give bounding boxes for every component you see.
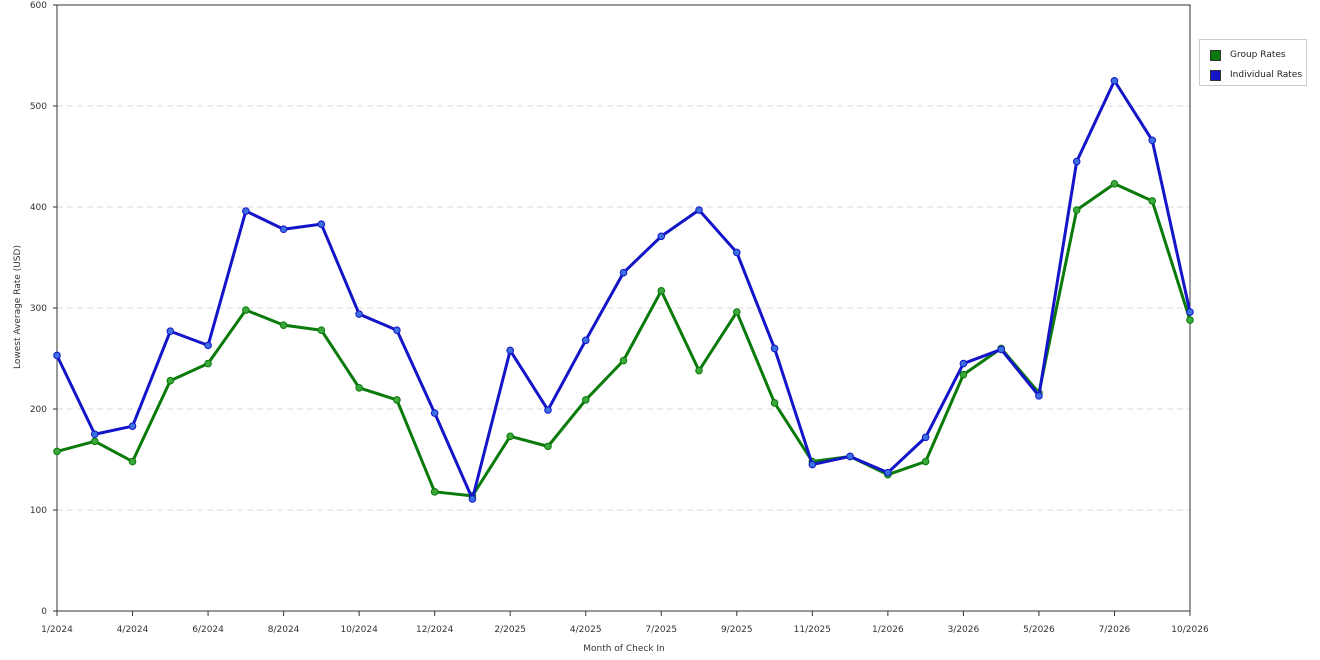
point-individual-rates-7-2024 [242,207,250,215]
x-tick-label-9-2025: 9/2025 [721,625,753,635]
legend: Group Rates Individual Rates [1199,39,1307,86]
x-tick-label-8-2024: 8/2024 [268,625,300,635]
point-individual-rates-10-2024 [355,310,363,318]
point-individual-rates-6-2026 [1072,157,1081,166]
y-tick-label-0: 0 [41,607,47,617]
point-individual-rates-1-2025 [468,495,477,503]
x-tick-label-2-2025: 2/2025 [494,625,526,635]
point-group-rates-7-2024 [242,306,250,314]
point-group-rates-6-2024 [204,359,212,368]
point-group-rates-3-2025 [544,442,552,451]
point-group-rates-5-2025 [619,356,628,365]
point-group-rates-9-2025 [733,308,741,316]
point-individual-rates-2-2025 [506,346,515,355]
y-tick-label-500: 500 [30,102,47,112]
x-tick-label-12-2024: 12/2024 [416,625,454,635]
point-individual-rates-9-2025 [733,248,741,257]
point-group-rates-5-2024 [166,376,175,385]
x-tick-label-4-2024: 4/2024 [117,625,149,635]
x-tick-label-6-2024: 6/2024 [192,625,224,635]
x-tick-label-3-2026: 3/2026 [948,625,980,635]
point-individual-rates-5-2026 [1035,392,1043,400]
point-individual-rates-2-2024 [90,430,99,439]
point-individual-rates-8-2024 [279,225,288,234]
point-individual-rates-2-2026 [921,433,930,442]
legend-label-individual-rates: Individual Rates [1230,70,1303,80]
point-individual-rates-10-2026 [1186,308,1194,316]
y-axis-title: Lowest Average Rate (USD) [13,245,23,369]
point-group-rates-12-2024 [430,488,439,496]
point-group-rates-6-2026 [1072,206,1081,214]
x-tick-label-1-2026: 1/2026 [872,625,904,635]
legend-label-group-rates: Group Rates [1230,50,1286,60]
point-group-rates-4-2024 [128,457,137,466]
point-individual-rates-1-2024 [53,351,61,360]
point-individual-rates-11-2025 [808,460,817,469]
legend-item-group-rates: Group Rates [1210,48,1286,62]
series-line-individual-rates [55,79,1192,501]
x-tick-label-10-2026: 10/2026 [1171,625,1209,635]
point-individual-rates-8-2025 [695,206,703,214]
point-group-rates-7-2025 [657,287,666,295]
gridlines [57,105,1190,511]
point-group-rates-2-2024 [90,437,99,446]
point-individual-rates-12-2024 [430,409,439,417]
point-individual-rates-11-2024 [393,326,401,335]
legend-swatch-individual-rates [1210,69,1221,81]
point-individual-rates-4-2026 [997,345,1005,354]
point-group-rates-8-2024 [279,321,288,329]
point-individual-rates-6-2024 [204,341,212,350]
point-group-rates-4-2025 [581,396,590,404]
x-tick-label-7-2025: 7/2025 [645,625,677,635]
point-individual-rates-12-2025 [846,452,854,461]
legend-item-individual-rates: Individual Rates [1210,68,1302,82]
point-group-rates-11-2024 [393,396,401,404]
point-group-rates-7-2026 [1110,179,1119,188]
x-tick-label-1-2024: 1/2024 [41,625,73,635]
point-individual-rates-7-2025 [657,232,666,241]
point-individual-rates-4-2025 [581,336,590,345]
series-group-rates [53,179,1194,500]
point-individual-rates-3-2026 [959,359,968,368]
point-group-rates-1-2024 [53,447,61,456]
point-individual-rates-8-2026 [1148,136,1157,145]
x-tick-label-11-2025: 11/2025 [794,625,831,635]
x-axis-title: Month of Check In [583,644,665,654]
x-tick-label-10-2024: 10/2024 [340,625,378,635]
point-individual-rates-1-2026 [884,468,892,477]
series-line-group-rates [56,182,1192,498]
y-tick-label-600: 600 [30,1,47,11]
y-tick-label-100: 100 [30,506,47,516]
point-individual-rates-7-2026 [1110,76,1119,85]
point-individual-rates-9-2024 [317,220,326,228]
point-group-rates-10-2024 [355,383,363,392]
point-individual-rates-4-2024 [128,422,137,430]
x-tick-label-5-2026: 5/2026 [1023,625,1055,635]
y-tick-label-400: 400 [30,203,47,213]
point-group-rates-2-2025 [506,432,515,441]
x-tick-label-7-2026: 7/2026 [1099,625,1131,635]
point-group-rates-10-2026 [1186,316,1194,324]
point-individual-rates-10-2025 [770,344,779,353]
y-axis-ticks: 0 100 200 300 400 500 600 [30,1,57,617]
point-individual-rates-5-2025 [619,268,628,277]
y-tick-label-200: 200 [30,405,47,415]
x-tick-label-4-2025: 4/2025 [570,625,602,635]
point-group-rates-8-2026 [1148,197,1157,205]
series-individual-rates [53,76,1194,503]
point-individual-rates-3-2025 [544,406,552,414]
point-group-rates-8-2025 [695,366,703,375]
legend-swatch-group-rates [1210,49,1221,61]
series-layer [53,76,1194,503]
point-group-rates-10-2025 [770,399,779,407]
x-axis-ticks: 1/2024 4/2024 6/2024 8/2024 10/2024 12/2024 2/… [41,611,1209,635]
point-group-rates-9-2024 [317,326,326,335]
point-group-rates-2-2026 [921,457,930,466]
point-group-rates-3-2026 [959,370,968,379]
y-tick-label-300: 300 [30,304,47,314]
point-individual-rates-5-2024 [166,327,175,336]
